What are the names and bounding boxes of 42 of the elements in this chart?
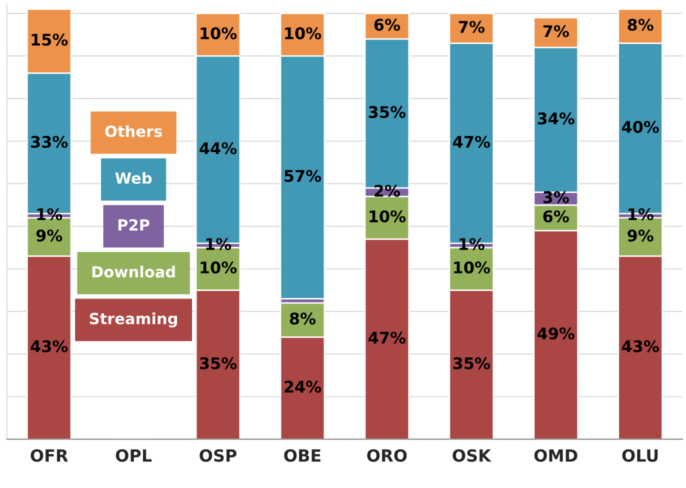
data-label: 9% bbox=[36, 229, 62, 242]
data-label: 35% bbox=[200, 357, 237, 370]
data-label: 44% bbox=[200, 142, 237, 154]
data-label: 15% bbox=[32, 34, 68, 46]
data-label: 6% bbox=[374, 18, 400, 31]
series-label: Streaming bbox=[90, 312, 178, 328]
data-label: 10% bbox=[200, 27, 237, 40]
data-label: 47% bbox=[453, 136, 490, 148]
data-label: 10% bbox=[370, 210, 406, 222]
data-label: 34% bbox=[538, 112, 574, 124]
x-tick-label: ORO bbox=[367, 449, 407, 462]
series-label: Download bbox=[92, 266, 175, 278]
data-label: 43% bbox=[30, 340, 68, 352]
text: P2P bbox=[118, 219, 150, 231]
data-label: 10% bbox=[200, 261, 237, 274]
data-label: 6% bbox=[543, 210, 569, 222]
data-label: 8% bbox=[290, 312, 316, 325]
data-label: 49% bbox=[537, 327, 574, 340]
data-label: 43% bbox=[622, 340, 659, 352]
data-label: 10% bbox=[454, 261, 490, 274]
x-tick-label: OMD bbox=[534, 449, 578, 462]
x-tick-label: OSK bbox=[452, 449, 492, 462]
x-tick-label: OPL bbox=[116, 449, 152, 462]
data-label: 35% bbox=[453, 357, 490, 370]
data-label: 10% bbox=[285, 27, 322, 40]
data-label: 24% bbox=[284, 380, 322, 393]
data-label: 8% bbox=[628, 18, 654, 31]
text: Web bbox=[115, 172, 152, 184]
data-label: 7% bbox=[543, 25, 569, 38]
data-label: 7% bbox=[458, 20, 484, 33]
data-label: 35% bbox=[368, 106, 406, 118]
data-label: 57% bbox=[284, 170, 322, 182]
data-label: 40% bbox=[622, 120, 659, 133]
data-label: 33% bbox=[31, 136, 68, 148]
x-tick-label: OLU bbox=[622, 449, 658, 462]
x-tick-label: OSP bbox=[200, 449, 237, 462]
data-label: 47% bbox=[368, 332, 406, 344]
data-label: 3% bbox=[543, 191, 569, 204]
x-tick-label: OFR bbox=[30, 449, 68, 462]
x-tick-label: OBE bbox=[284, 449, 320, 462]
text: Others bbox=[105, 125, 162, 138]
data-label: 9% bbox=[628, 229, 654, 242]
